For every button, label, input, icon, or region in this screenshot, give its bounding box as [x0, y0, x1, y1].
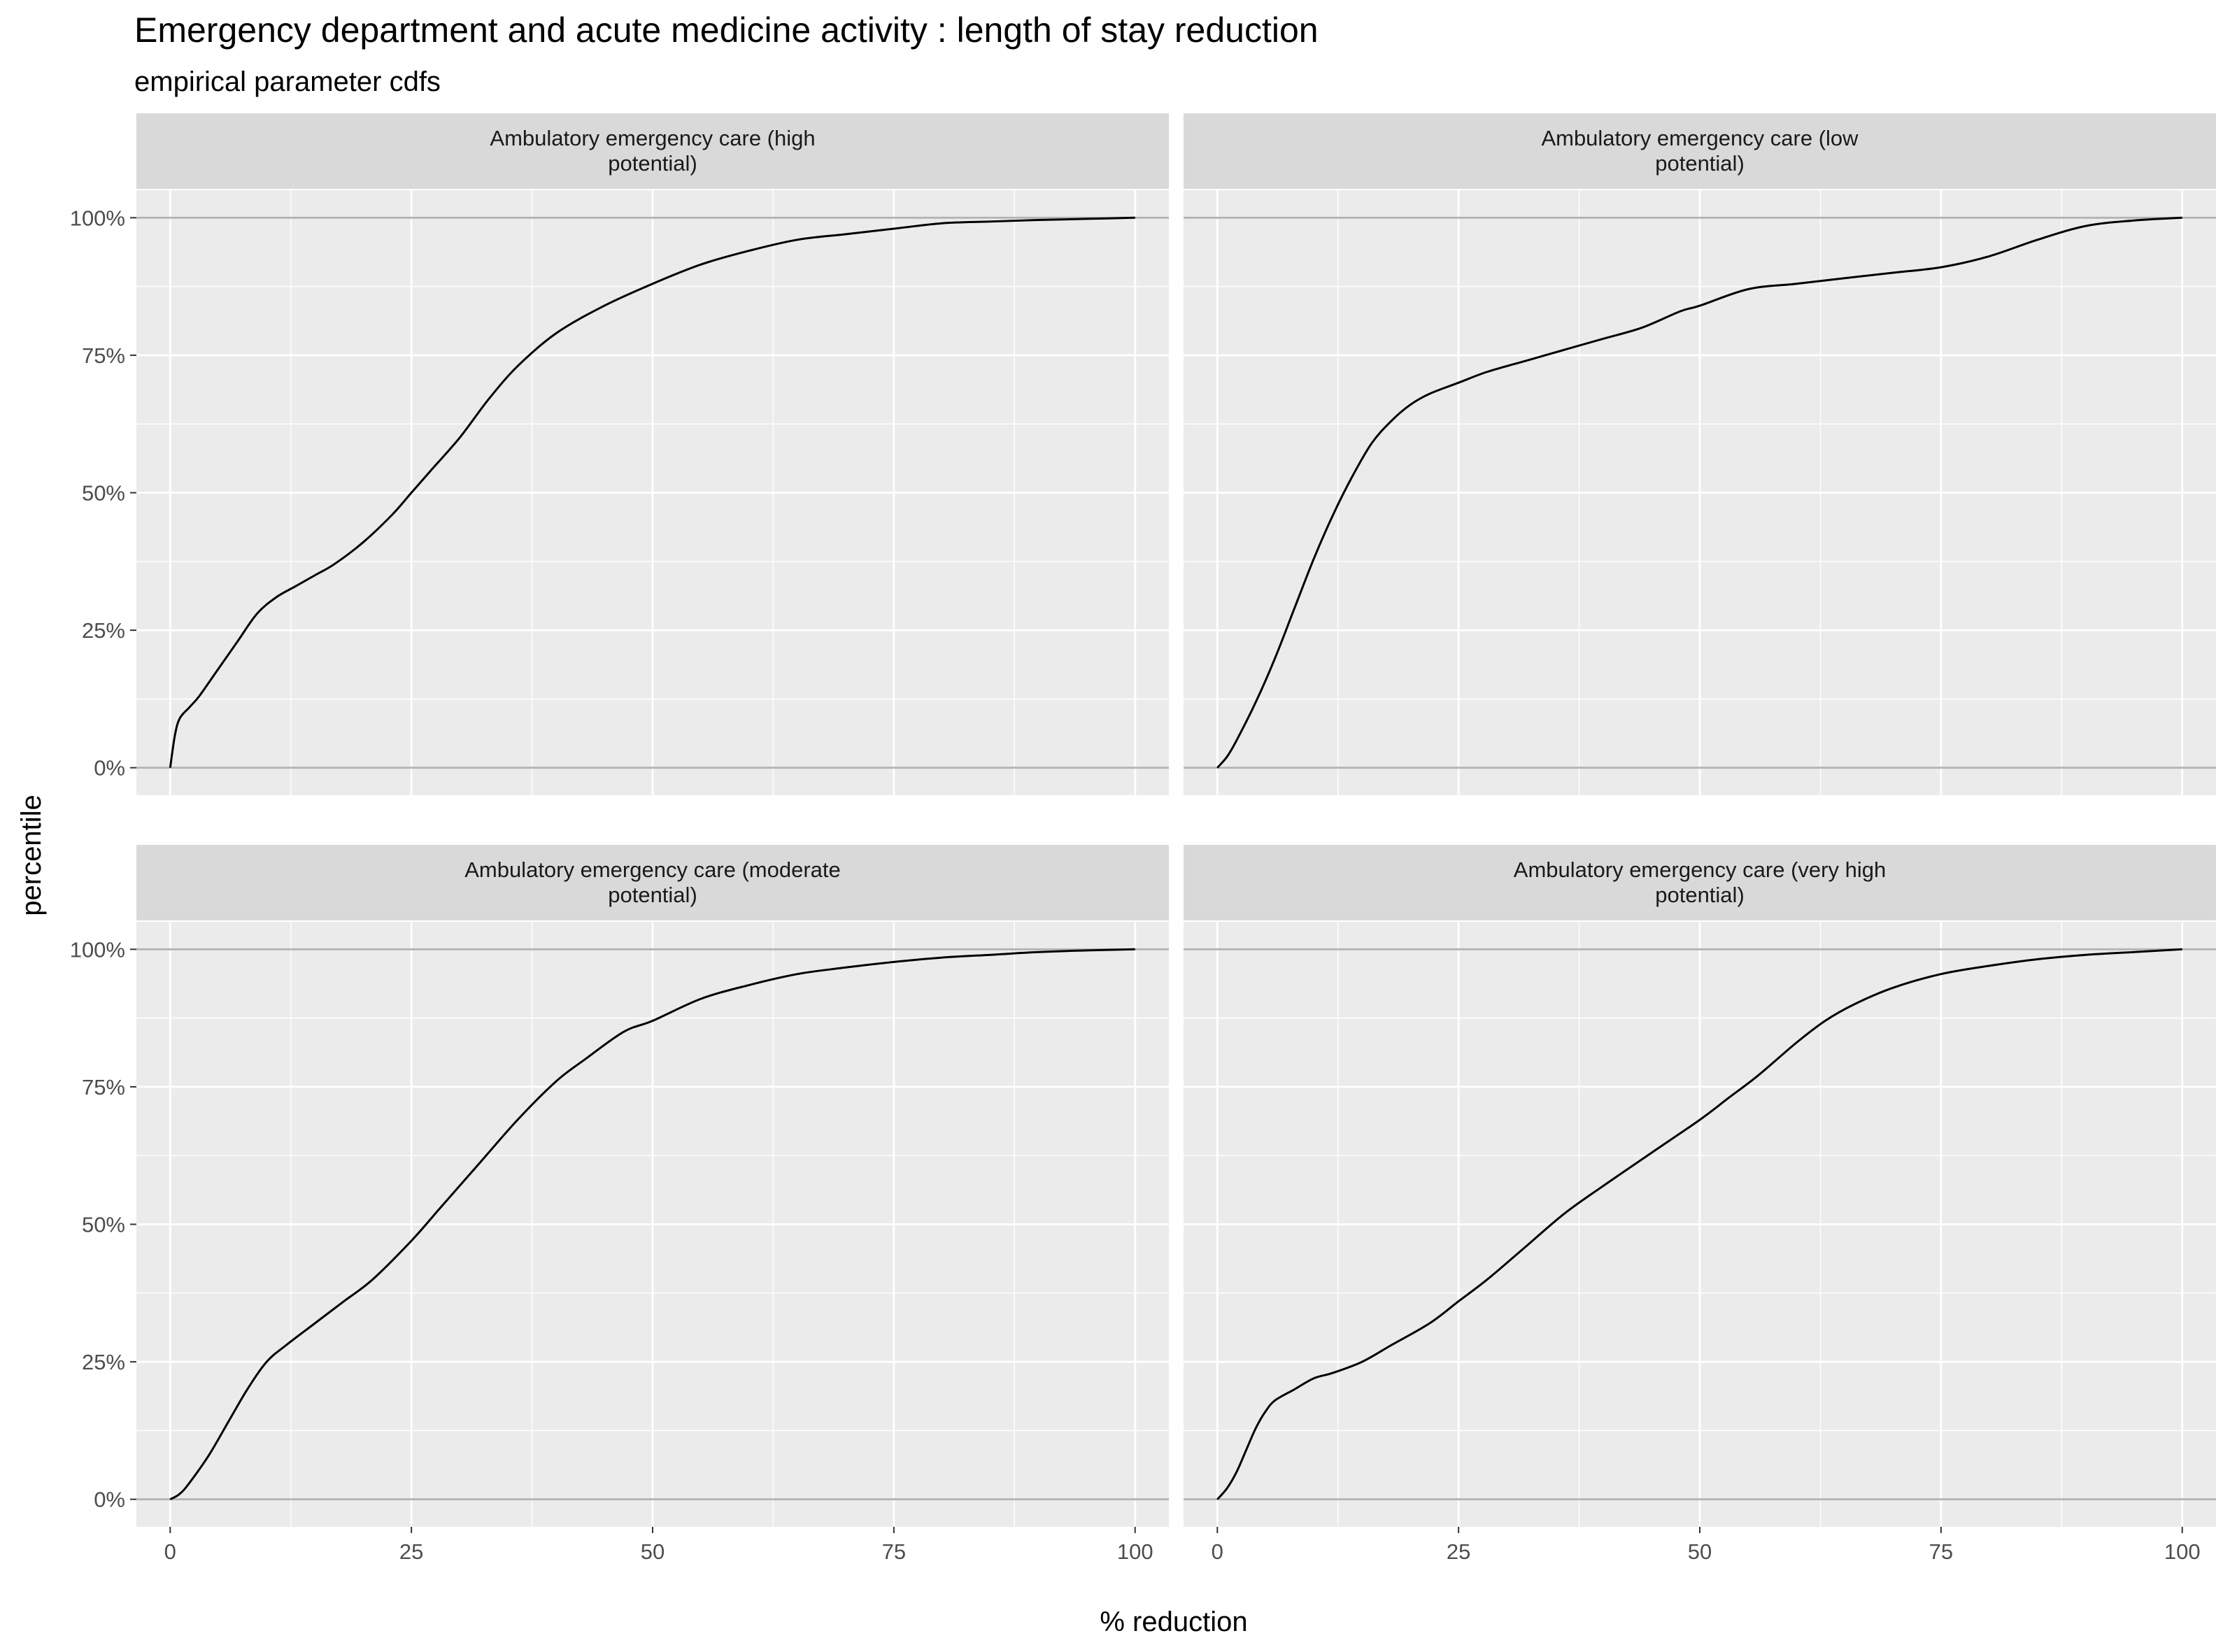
y-tick-label: 25%: [82, 618, 125, 643]
facet-strip-label: potential): [608, 883, 697, 907]
x-tick-label: 25: [1447, 1539, 1470, 1564]
facet-strip: [1184, 113, 2216, 189]
facet-strip-label: Ambulatory emergency care (high: [490, 126, 815, 150]
x-tick-label: 0: [1212, 1539, 1223, 1564]
facet-strip: [1184, 845, 2216, 920]
facet-strip: [136, 845, 1169, 920]
cdf-line: [169, 948, 1135, 1501]
facet-strip-label: Ambulatory emergency care (low: [1541, 126, 1859, 150]
y-tick-label: 100%: [70, 937, 125, 962]
y-tick-label: 50%: [82, 481, 125, 506]
y-tick-label: 75%: [82, 1075, 125, 1099]
x-tick-label: 50: [1688, 1539, 1712, 1564]
x-tick-label: 75: [1929, 1539, 1953, 1564]
chart-subtitle: empirical parameter cdfs: [134, 66, 441, 97]
y-tick-label: 0%: [94, 756, 125, 781]
y-tick-label: 100%: [70, 206, 125, 230]
facet-strip-label: potential): [1655, 151, 1745, 176]
cdf-line: [1216, 216, 2182, 769]
facet-panels: Ambulatory emergency care (highpotential…: [70, 113, 2216, 1564]
y-axis-title: percentile: [16, 795, 47, 916]
x-tick-label: 75: [882, 1539, 906, 1564]
x-tick-label: 0: [164, 1539, 176, 1564]
y-tick-label: 50%: [82, 1213, 125, 1237]
facet-strip-label: potential): [608, 151, 697, 176]
y-tick-label: 75%: [82, 343, 125, 368]
x-tick-label: 100: [2164, 1539, 2201, 1564]
x-tick-label: 50: [641, 1539, 665, 1564]
cdf-line: [169, 216, 1135, 768]
cdf-line: [1216, 948, 2182, 1500]
facet-strip-label: potential): [1655, 883, 1745, 907]
facet-1: Ambulatory emergency care (highpotential…: [70, 113, 1169, 795]
y-tick-label: 25%: [82, 1350, 125, 1374]
y-tick-label: 0%: [94, 1488, 125, 1512]
facet-strip-label: Ambulatory emergency care (very high: [1514, 857, 1886, 882]
facet-strip: [136, 113, 1169, 189]
x-tick-label: 100: [1117, 1539, 1153, 1564]
facet-4: Ambulatory emergency care (very highpote…: [1184, 845, 2216, 1564]
x-tick-label: 25: [399, 1539, 423, 1564]
x-axis-title: % reduction: [1100, 1607, 1247, 1637]
chart-title: Emergency department and acute medicine …: [134, 10, 1319, 50]
facet-strip-label: Ambulatory emergency care (moderate: [464, 857, 841, 882]
facet-3: Ambulatory emergency care (moderatepoten…: [70, 845, 1169, 1564]
